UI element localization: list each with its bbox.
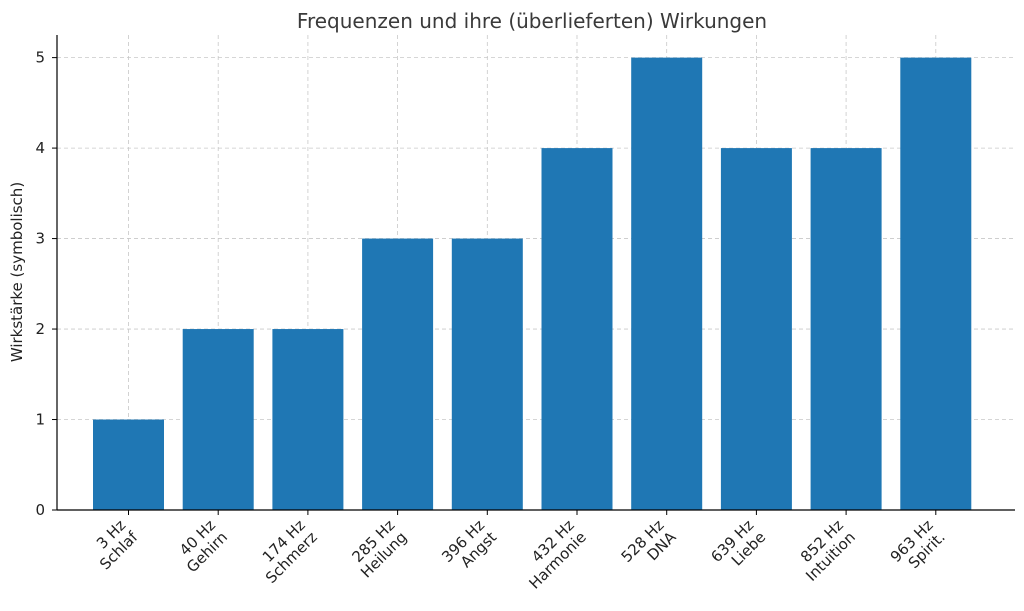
x-tick-label: 963 HzSpirit. bbox=[887, 516, 949, 578]
x-tick-label: 285 HzHeilung bbox=[345, 516, 410, 581]
bar bbox=[810, 148, 882, 510]
chart-title: Frequenzen und ihre (überlieferten) Wirk… bbox=[297, 9, 767, 33]
bar bbox=[182, 329, 254, 510]
x-tick-label: 639 HzLiebe bbox=[707, 516, 769, 578]
y-axis-label: Wirkstärke (symbolisch) bbox=[8, 182, 26, 362]
bar bbox=[93, 419, 164, 510]
x-tick-label: 3 HzSchlaf bbox=[84, 516, 142, 574]
x-tick-label: 396 HzAngst bbox=[438, 516, 500, 578]
bar bbox=[451, 238, 523, 511]
x-tick-label: 852 HzIntuition bbox=[790, 516, 859, 585]
bar bbox=[541, 148, 613, 510]
bar bbox=[720, 148, 792, 510]
x-tick-label: 40 HzGehirn bbox=[171, 516, 231, 576]
bar bbox=[631, 57, 703, 510]
y-axis-ticks: 0 1 2 3 4 5 bbox=[35, 49, 57, 519]
bar bbox=[900, 57, 972, 510]
bars bbox=[93, 57, 972, 511]
x-tick-label: 432 HzHarmonie bbox=[513, 516, 590, 593]
y-tick-label: 2 bbox=[35, 320, 45, 338]
bar bbox=[272, 329, 344, 510]
x-tick-label: 174 HzSchmerz bbox=[250, 516, 321, 587]
y-tick-label: 1 bbox=[35, 411, 45, 429]
bar bbox=[362, 238, 434, 511]
y-tick-label: 3 bbox=[35, 230, 45, 248]
y-tick-label: 5 bbox=[35, 49, 45, 67]
x-axis-ticks: 3 HzSchlaf 40 HzGehirn 174 HzSchmerz 285 Hz… bbox=[84, 510, 949, 593]
y-tick-label: 0 bbox=[35, 501, 45, 519]
x-tick-label: 528 HzDNA bbox=[618, 516, 680, 578]
y-tick-label: 4 bbox=[35, 139, 45, 157]
